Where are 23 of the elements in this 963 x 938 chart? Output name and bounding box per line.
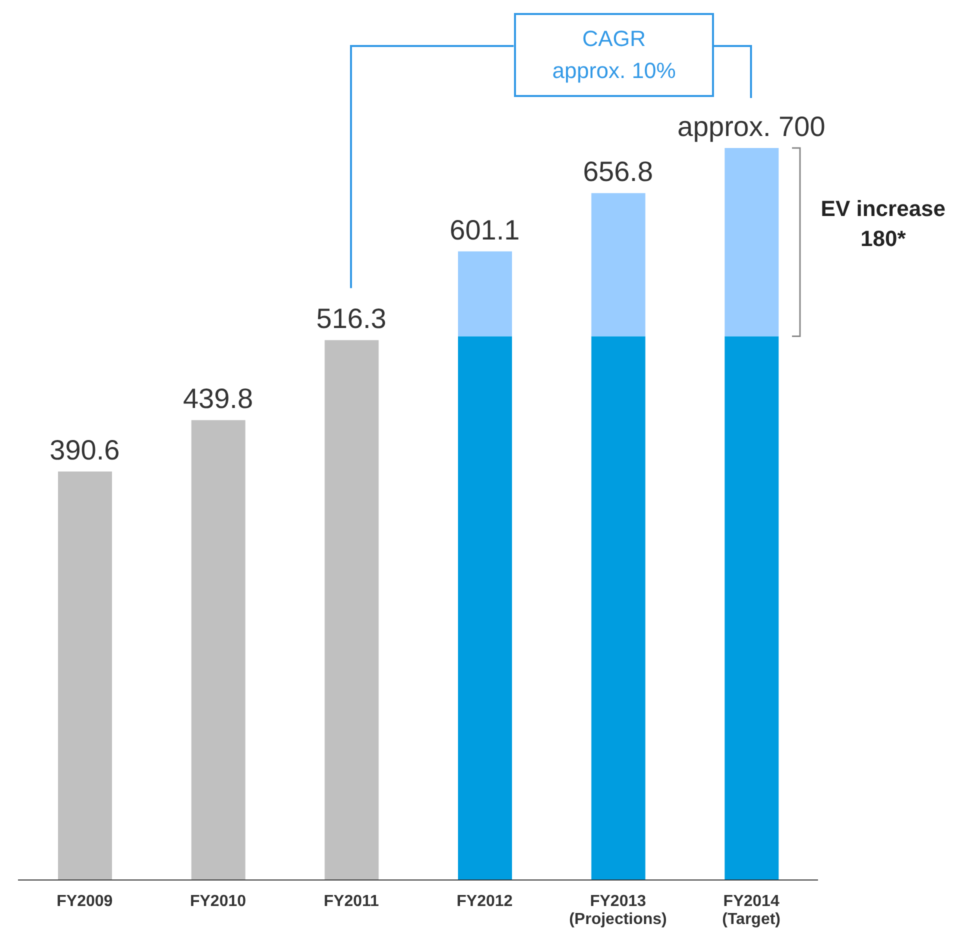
bar xyxy=(191,420,246,880)
x-tick-label: FY2012 xyxy=(456,893,513,910)
x-tick-label: FY2014 (Target) xyxy=(722,893,781,928)
data-label: 439.8 xyxy=(182,383,254,414)
total-label: 601.1 xyxy=(450,214,520,246)
bar xyxy=(58,472,112,880)
bar xyxy=(591,193,646,336)
x-tick-label: FY2010 xyxy=(190,893,246,910)
data-label: 516.3 xyxy=(316,303,386,334)
x-tick-label: FY2009 xyxy=(56,893,113,910)
x-tick-label: FY2011 xyxy=(324,893,380,910)
bar xyxy=(724,336,779,880)
data-label: 390.6 xyxy=(50,434,120,466)
bar xyxy=(458,251,512,336)
x-tick-label: FY2013 (Projections) xyxy=(569,893,667,928)
text: EV increase 180* xyxy=(820,195,947,254)
bar xyxy=(591,336,646,880)
text: CAGR approx. 10% xyxy=(514,13,714,97)
bar xyxy=(324,340,379,880)
total-label: approx. 700 xyxy=(677,111,826,142)
bar xyxy=(458,336,512,880)
bar xyxy=(724,148,779,336)
total-label: 656.8 xyxy=(582,156,654,188)
